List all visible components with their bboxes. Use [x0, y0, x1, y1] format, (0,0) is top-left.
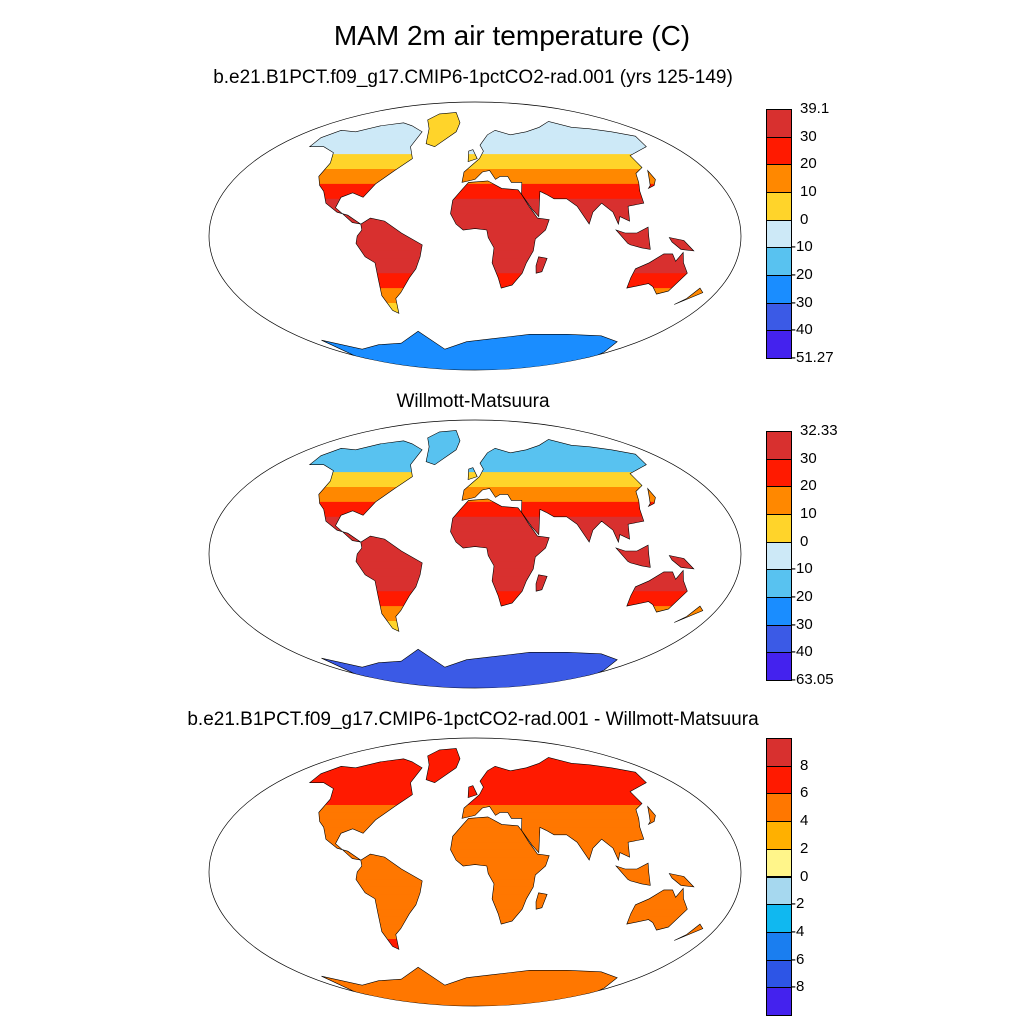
colorbar-3-swatch — [766, 876, 792, 906]
colorbar-2-label: -20 — [791, 588, 813, 605]
colorbar-1-swatch — [766, 109, 792, 138]
globe-outline — [208, 737, 742, 1007]
colorbar-2-label: 30 — [800, 449, 817, 467]
colorbar-1 — [766, 109, 792, 359]
colorbar-3-swatch — [766, 931, 792, 961]
colorbar-3-swatch — [766, 765, 792, 795]
panel-2-title: Willmott-Matsuura — [396, 391, 550, 412]
eurasia-land — [462, 757, 647, 861]
colorbar-1-label: -40 — [791, 321, 813, 339]
colorbar-1-label: 10 — [800, 183, 817, 200]
colorbar-1-swatch — [766, 330, 792, 359]
colorbar-1-label: -10 — [791, 238, 813, 256]
colorbar-1-label: -20 — [791, 266, 813, 283]
colorbar-1-swatch — [766, 219, 792, 249]
colorbar-1-label: -51.27 — [791, 349, 834, 366]
panel-1-title: b.e21.B1PCT.f09_g17.CMIP6-1pctCO2-rad.00… — [213, 67, 733, 88]
colorbar-1-swatch — [766, 275, 792, 304]
colorbar-3-label: 6 — [800, 784, 809, 802]
madagascar-land — [536, 256, 548, 274]
colorbar-2-label: 10 — [800, 505, 817, 522]
colorbar-3-label: 4 — [800, 812, 809, 830]
panel-3-title: b.e21.B1PCT.f09_g17.CMIP6-1pctCO2-rad.00… — [187, 709, 759, 730]
colorbar-3-swatch — [766, 821, 792, 850]
colorbar-2-label: -10 — [791, 560, 813, 578]
colorbar-2-swatch — [766, 431, 792, 460]
colorbar-2-swatch — [766, 486, 792, 515]
colorbar-1-label: 20 — [800, 155, 817, 173]
colorbar-1-swatch — [766, 136, 792, 166]
colorbar-2-swatch — [766, 541, 792, 571]
colorbar-2 — [766, 431, 792, 681]
colorbar-3-swatch — [766, 848, 792, 878]
madagascar-land — [536, 892, 548, 910]
colorbar-3-swatch — [766, 904, 792, 933]
colorbar-3-swatch — [766, 793, 792, 823]
colorbar-1-label: 39.1 — [800, 100, 830, 117]
colorbar-2-swatch — [766, 514, 792, 543]
colorbar-3-label: 8 — [800, 756, 809, 774]
colorbar-3-label: -2 — [791, 895, 805, 913]
colorbar-3-label: 0 — [800, 867, 809, 885]
colorbar-2-label: 32.33 — [800, 422, 838, 439]
colorbar-3-label: 2 — [800, 839, 809, 857]
colorbar-2-swatch — [766, 458, 792, 488]
colorbar-2-label: -40 — [791, 643, 813, 661]
colorbar-3-label: -8 — [791, 978, 805, 996]
globe-outline — [208, 419, 742, 689]
model-temperature-map — [208, 101, 742, 371]
colorbar-2-label: -63.05 — [791, 671, 834, 688]
colorbar-3-swatch — [766, 987, 792, 1016]
colorbar-2-swatch — [766, 597, 792, 626]
figure-title: MAM 2m air temperature (C) — [333, 20, 691, 51]
colorbar-2-label: -30 — [791, 615, 813, 633]
colorbar-3-label: -6 — [791, 950, 805, 968]
colorbar-3 — [766, 738, 792, 1016]
colorbar-3-swatch — [766, 959, 792, 989]
globe-outline — [208, 101, 742, 371]
colorbar-1-swatch — [766, 164, 792, 193]
colorbar-2-swatch — [766, 652, 792, 681]
africa-land — [450, 180, 550, 289]
colorbar-2-swatch — [766, 569, 792, 598]
temperature-difference-map — [208, 737, 742, 1007]
colorbar-2-label: 20 — [800, 477, 817, 495]
colorbar-3-swatch — [766, 738, 792, 767]
colorbar-2-label: 0 — [800, 532, 809, 550]
colorbar-1-swatch — [766, 302, 792, 332]
colorbar-1-swatch — [766, 192, 792, 221]
colorbar-1-swatch — [766, 247, 792, 276]
colorbar-1-label: 30 — [800, 127, 817, 145]
colorbar-1-label: 0 — [800, 210, 809, 228]
colorbar-1-label: -30 — [791, 293, 813, 311]
madagascar-land — [536, 574, 548, 592]
observed-temperature-map — [208, 419, 742, 689]
colorbar-2-swatch — [766, 624, 792, 654]
colorbar-3-label: -4 — [791, 922, 805, 940]
